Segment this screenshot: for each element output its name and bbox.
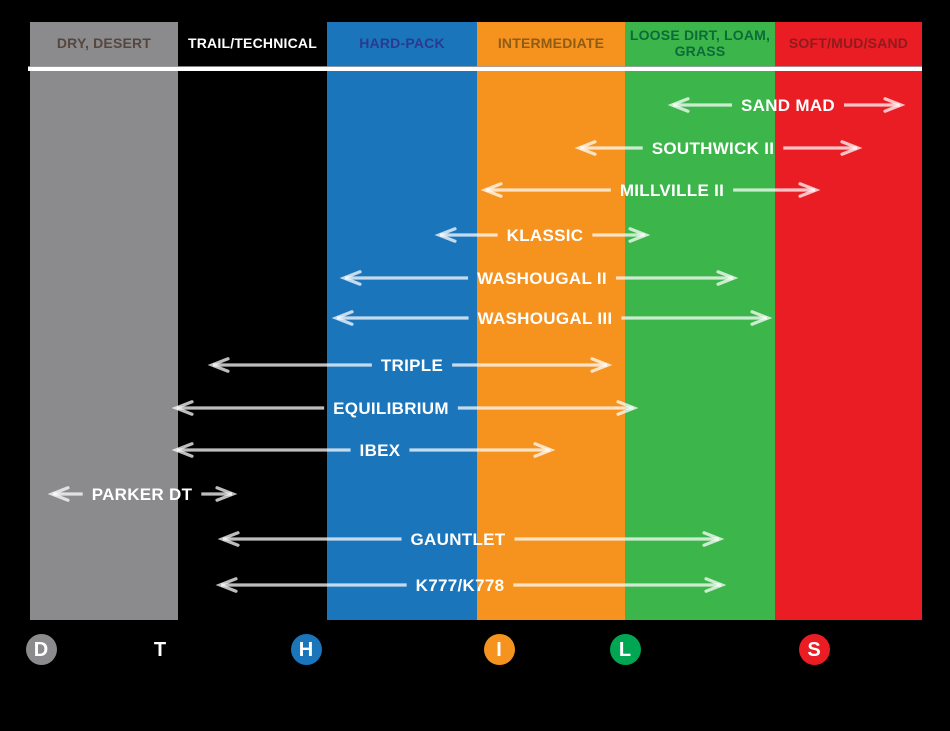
legend-letter-d: D — [33, 638, 49, 661]
terrain-band-label-d: DRY, DESERT — [56, 35, 152, 52]
tire-name-label: WASHOUGAL III — [478, 309, 613, 328]
arrowhead-right-icon — [750, 310, 773, 326]
terrain-band-s: SOFT/MUD/SAND — [775, 22, 922, 620]
arrowhead-right-icon — [215, 486, 238, 502]
tire-range-washougal-iii: WASHOUGAL III — [331, 309, 773, 328]
tire-name-label: MILLVILLE II — [620, 181, 724, 200]
arrowhead-left-icon — [215, 577, 238, 593]
tire-name-label: WASHOUGAL II — [477, 269, 607, 288]
terrain-band-label-t: TRAIL/TECHNICAL — [188, 35, 317, 52]
arrowhead-right-icon — [883, 97, 906, 113]
terrain-band-label-s: SOFT/MUD/SAND — [788, 35, 909, 52]
legend-badge-h: H — [290, 634, 322, 665]
tire-name-label: EQUILIBRIUM — [333, 399, 449, 418]
legend-letter-t: T — [153, 638, 167, 661]
legend-badge-d: D — [25, 634, 57, 665]
tire-range-southwick-ii: SOUTHWICK II — [574, 139, 863, 158]
legend-badge-i: I — [483, 634, 515, 665]
legend-letter-h: H — [298, 638, 314, 661]
legend-badge-s: S — [798, 634, 830, 665]
terrain-band-d: DRY, DESERT — [30, 22, 178, 620]
terrain-band-label-h: HARD-PACK — [359, 35, 445, 52]
arrowhead-left-icon — [217, 531, 240, 547]
tire-range-millville-ii: MILLVILLE II — [480, 181, 821, 200]
tire-range-ibex: IBEX — [171, 441, 556, 460]
arrowhead-right-icon — [590, 357, 613, 373]
tire-name-label: KLASSIC — [507, 226, 584, 245]
arrowhead-right-icon — [704, 577, 727, 593]
tire-range-sand-mad: SAND MAD — [667, 96, 906, 115]
tire-range-gauntlet: GAUNTLET — [217, 530, 725, 549]
arrowhead-left-icon — [667, 97, 690, 113]
legend-badge-l: L — [609, 634, 641, 665]
tire-range-washougal-ii: WASHOUGAL II — [339, 269, 739, 288]
arrowhead-left-icon — [331, 310, 354, 326]
tire-range-equilibrium: EQUILIBRIUM — [171, 399, 639, 418]
tire-name-label: K777/K778 — [416, 576, 505, 595]
arrowhead-left-icon — [339, 270, 362, 286]
terrain-band-label-i: INTERMEDIATE — [497, 35, 605, 52]
arrowhead-left-icon — [47, 486, 70, 502]
terrain-band-i: INTERMEDIATE — [477, 22, 625, 620]
tire-name-label: GAUNTLET — [411, 530, 506, 549]
terrain-band-h: HARD-PACK — [327, 22, 477, 620]
tire-name-label: SAND MAD — [741, 96, 835, 115]
arrowhead-left-icon — [574, 140, 597, 156]
arrowhead-right-icon — [628, 227, 651, 243]
arrowhead-left-icon — [434, 227, 457, 243]
header-divider-line — [28, 67, 922, 71]
tire-range-klassic: KLASSIC — [434, 226, 651, 245]
legend-letter-s: S — [807, 638, 821, 661]
tire-name-label: IBEX — [360, 441, 401, 460]
tire-name-label: SOUTHWICK II — [652, 139, 775, 158]
arrowhead-right-icon — [798, 182, 821, 198]
arrowhead-left-icon — [171, 400, 194, 416]
legend-badge-t: T — [144, 634, 176, 665]
legend-letter-l: L — [618, 638, 632, 661]
tire-name-label: PARKER DT — [92, 485, 193, 504]
arrowhead-right-icon — [702, 531, 725, 547]
terrain-band-t: TRAIL/TECHNICAL — [178, 22, 327, 620]
arrowhead-left-icon — [171, 442, 194, 458]
terrain-band-label-l: LOOSE DIRT, LOAM, GRASS — [629, 27, 771, 59]
arrowhead-left-icon — [207, 357, 230, 373]
arrowhead-right-icon — [533, 442, 556, 458]
arrowhead-right-icon — [716, 270, 739, 286]
legend-letter-i: I — [496, 638, 502, 661]
arrowhead-left-icon — [480, 182, 503, 198]
tire-range-k777-k778: K777/K778 — [215, 576, 727, 595]
arrowhead-right-icon — [840, 140, 863, 156]
terrain-band-l: LOOSE DIRT, LOAM, GRASS — [625, 22, 775, 620]
tire-range-triple: TRIPLE — [207, 356, 613, 375]
arrowhead-right-icon — [616, 400, 639, 416]
tire-range-parker-dt: PARKER DT — [47, 485, 238, 504]
tire-name-label: TRIPLE — [381, 356, 443, 375]
